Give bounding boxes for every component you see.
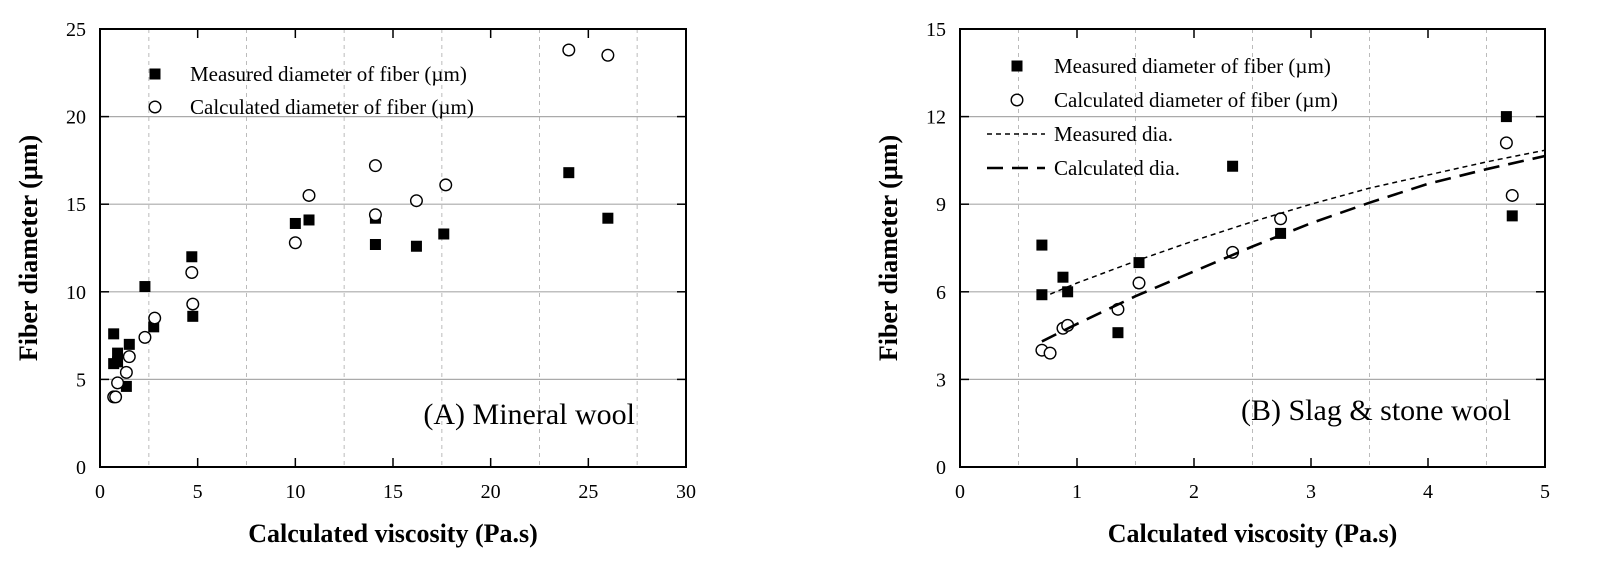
a-y-tick-label: 10 [66, 282, 86, 304]
b-x-axis-label: Calculated viscosity (Pa.s) [1108, 519, 1398, 548]
a-y-tick-label: 15 [66, 194, 86, 216]
b-calculated-point [1043, 346, 1057, 360]
b-panel-annotation: (B) Slag & stone wool [1241, 394, 1511, 427]
b-plot-frame [959, 28, 1546, 468]
b-measured-point [1112, 327, 1124, 339]
a-calculated-point [288, 236, 302, 250]
b-fit-line [1041, 154, 1546, 343]
a-measured-point [148, 321, 160, 333]
a-legend-marker [149, 68, 161, 80]
a-measured-point [120, 380, 132, 392]
a-x-tick-label: 10 [285, 481, 305, 503]
b-legend-marker [1011, 60, 1023, 72]
a-calculated-point [138, 330, 152, 344]
b-y-tick-label: 0 [936, 457, 946, 479]
b-calculated-point [1274, 212, 1288, 226]
b-measured-point [1227, 160, 1239, 172]
b-x-tick-label: 4 [1423, 481, 1433, 503]
a-calculated-point [119, 365, 133, 379]
a-measured-point [410, 240, 422, 252]
panel-a-mineral-wool: 0 5 10 15 20 25 30 0 5 10 15 20 25 Calculated viscosi… [14, 19, 696, 548]
a-measured-point [123, 338, 135, 350]
b-y-tick-label: 15 [926, 19, 946, 41]
a-measured-point [369, 238, 381, 250]
a-calculated-point [185, 266, 199, 280]
a-x-tick-label: 0 [95, 481, 105, 503]
b-y-tick-label: 9 [936, 194, 946, 216]
a-measured-point [289, 217, 301, 229]
b-calculated-point [1499, 136, 1513, 150]
b-measured-point [1057, 271, 1069, 283]
b-legend-label: Measured diameter of fiber (µm) [1054, 54, 1331, 78]
a-calculated-point [439, 178, 453, 192]
b-measured-point [1036, 289, 1048, 301]
a-x-tick-label: 20 [481, 481, 501, 503]
a-calculated-point [111, 376, 125, 390]
b-calculated-point [1505, 188, 1519, 202]
a-y-tick-label: 5 [76, 369, 86, 391]
a-x-tick-label: 15 [383, 481, 403, 503]
a-measured-point [186, 251, 198, 263]
a-legend-label: Measured diameter of fiber (µm) [190, 62, 467, 86]
b-measured-point [1275, 227, 1287, 239]
b-y-tick-label: 3 [936, 369, 946, 391]
a-x-tick-label: 25 [578, 481, 598, 503]
a-y-tick-label: 20 [66, 107, 86, 129]
a-measured-point [438, 228, 450, 240]
a-measured-point [602, 212, 614, 224]
a-x-tick-label: 30 [676, 481, 696, 503]
a-legend-marker [148, 100, 162, 114]
a-calculated-point [302, 188, 316, 202]
b-measured-point [1036, 239, 1048, 251]
b-measured-point [1062, 286, 1074, 298]
a-y-tick-label: 25 [66, 19, 86, 41]
a-calculated-point [409, 194, 423, 208]
b-x-tick-label: 2 [1189, 481, 1199, 503]
a-y-tick-label: 0 [76, 457, 86, 479]
b-fit-line [1041, 149, 1546, 299]
a-x-tick-label: 5 [193, 481, 203, 503]
a-measured-point [112, 347, 124, 359]
b-legend-label: Measured dia. [1054, 122, 1173, 146]
b-x-tick-label: 3 [1306, 481, 1316, 503]
a-calculated-point [562, 43, 576, 57]
b-legend-label: Calculated dia. [1054, 156, 1180, 180]
a-calculated-point [122, 350, 136, 364]
b-x-tick-label: 5 [1540, 481, 1550, 503]
a-measured-point [303, 214, 315, 226]
a-measured-point [563, 167, 575, 179]
b-legend-label: Calculated diameter of fiber (µm) [1054, 88, 1338, 112]
a-calculated-point [368, 159, 382, 173]
a-calculated-point [601, 48, 615, 62]
a-calculated-point [186, 297, 200, 311]
a-measured-point [139, 281, 151, 293]
b-measured-point [1133, 257, 1145, 269]
b-x-tick-label: 1 [1072, 481, 1082, 503]
b-y-tick-label: 6 [936, 282, 946, 304]
a-legend-label: Calculated diameter of fiber (µm) [190, 95, 474, 119]
a-panel-annotation: (A) Mineral wool [423, 398, 635, 431]
b-legend-marker [1010, 93, 1024, 107]
b-measured-point [1500, 111, 1512, 123]
a-y-axis-label: Fiber diameter (µm) [14, 135, 43, 361]
b-x-tick-label: 0 [955, 481, 965, 503]
b-y-tick-label: 12 [926, 107, 946, 129]
a-measured-point [112, 356, 124, 368]
a-measured-point [108, 328, 120, 340]
a-calculated-point [109, 390, 123, 404]
a-calculated-point [148, 311, 162, 325]
a-x-axis-label: Calculated viscosity (Pa.s) [248, 519, 538, 548]
a-measured-point [187, 310, 199, 322]
b-calculated-point [1132, 276, 1146, 290]
b-measured-point [1506, 210, 1518, 222]
a-calculated-point [368, 208, 382, 222]
b-y-axis-label: Fiber diameter (µm) [874, 135, 903, 361]
